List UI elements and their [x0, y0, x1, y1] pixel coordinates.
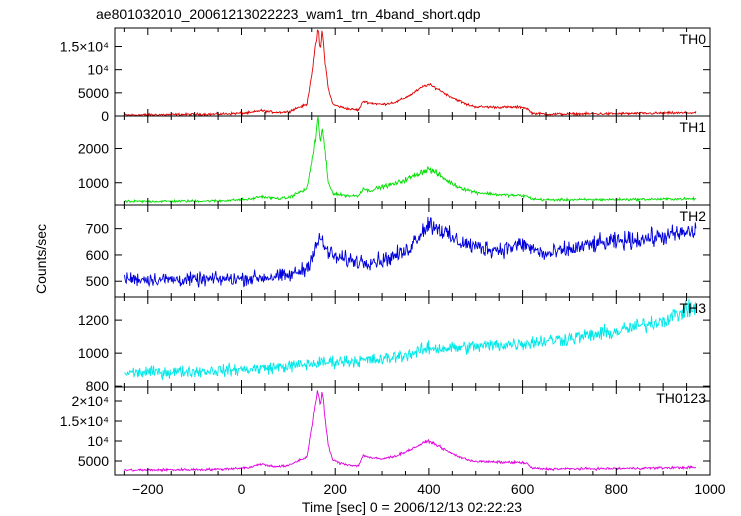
series-label-th0123: TH0123 — [656, 390, 706, 406]
chart-title: ae801032010_20061213022223_wam1_trn_4ban… — [96, 6, 481, 22]
y-tick-label: 700 — [86, 221, 110, 237]
series-line-th2 — [123, 216, 697, 288]
y-tick-label: 2000 — [78, 141, 109, 157]
y-tick-label: 2×10⁴ — [71, 393, 109, 409]
series-label-th3: TH3 — [680, 300, 707, 316]
x-tick-label: 0 — [238, 481, 246, 497]
series-line-th0 — [124, 29, 697, 116]
y-tick-label: 1.5×10⁴ — [60, 413, 109, 429]
y-tick-label: 5000 — [78, 453, 109, 469]
panel-frame — [114, 204, 711, 298]
series-line-th0123 — [123, 390, 696, 473]
panel-frame — [114, 386, 711, 476]
x-tick-label: 800 — [605, 481, 629, 497]
panel-frame — [114, 296, 711, 388]
panel-frame — [114, 27, 711, 117]
y-tick-label: 1000 — [78, 175, 109, 191]
y-tick-label: 500 — [86, 273, 110, 289]
series-line-th1 — [124, 116, 697, 204]
y-tick-label: 1000 — [78, 345, 109, 361]
y-tick-label: 5000 — [78, 85, 109, 101]
x-tick-label: 600 — [511, 481, 535, 497]
series-label-th2: TH2 — [680, 208, 707, 224]
panel-th3: 800 1000 1200 TH3 — [78, 296, 711, 394]
panel-th1: 1000 2000 TH1 — [78, 115, 711, 206]
series-line-th3 — [124, 298, 697, 381]
x-axis-label: Time [sec] 0 = 2006/12/13 02:22:23 — [302, 499, 522, 515]
y-tick-label: 800 — [86, 378, 110, 394]
panel-th2: 500 600 700 TH2 — [86, 204, 711, 298]
y-axis-label: Counts/sec — [33, 224, 49, 294]
y-tick-label: 1.5×10⁴ — [60, 39, 109, 55]
x-tick-label: −200 — [132, 481, 164, 497]
y-tick-label: 1200 — [78, 312, 109, 328]
x-tick-label: 400 — [417, 481, 441, 497]
series-label-th0: TH0 — [680, 31, 707, 47]
panel-th0: 0 5000 10⁴ 1.5×10⁴ TH0 — [60, 27, 711, 124]
panel-th0123: 5000 10⁴ 1.5×10⁴ 2×10⁴ TH0123 — [60, 386, 711, 476]
x-tick-label: 1000 — [694, 481, 725, 497]
panel-frame — [114, 115, 711, 206]
y-tick-label: 10⁴ — [87, 433, 109, 449]
y-tick-label: 10⁴ — [87, 62, 109, 78]
series-label-th1: TH1 — [680, 119, 707, 135]
y-tick-label: 0 — [101, 108, 109, 124]
y-tick-label: 600 — [86, 247, 110, 263]
x-tick-label: 200 — [324, 481, 348, 497]
